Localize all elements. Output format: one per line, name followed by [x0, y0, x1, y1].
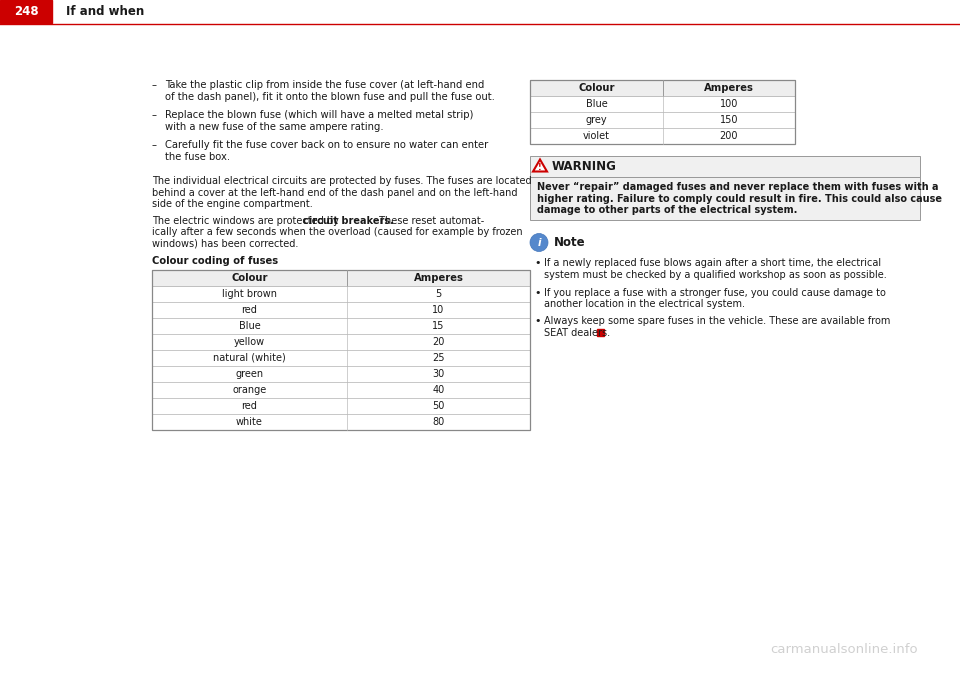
Text: Carefully fit the fuse cover back on to ensure no water can enter: Carefully fit the fuse cover back on to …	[165, 140, 489, 150]
Text: WARNING: WARNING	[552, 160, 617, 173]
Text: 15: 15	[432, 321, 444, 331]
Bar	[152, 302, 530, 318]
Text: behind a cover at the left-hand end of the dash panel and on the left-hand: behind a cover at the left-hand end of t…	[152, 188, 517, 197]
Text: Colour: Colour	[578, 83, 614, 93]
Text: Amperes: Amperes	[704, 83, 754, 93]
Bar	[530, 96, 795, 112]
Text: 20: 20	[432, 337, 444, 347]
Text: If a newly replaced fuse blows again after a short time, the electrical: If a newly replaced fuse blows again aft…	[544, 258, 881, 268]
Text: Amperes: Amperes	[414, 273, 464, 283]
Bar	[152, 398, 530, 414]
Text: –: –	[152, 140, 157, 150]
Text: 80: 80	[432, 417, 444, 427]
Text: orange: orange	[232, 385, 267, 395]
Text: Colour: Colour	[231, 273, 268, 283]
Text: If and when: If and when	[66, 5, 144, 18]
Text: system must be checked by a qualified workshop as soon as possible.: system must be checked by a qualified wo…	[544, 270, 887, 280]
Text: Blue: Blue	[586, 99, 608, 109]
Bar	[152, 270, 530, 430]
Text: red: red	[242, 305, 257, 315]
Text: 150: 150	[720, 115, 738, 125]
Text: higher rating. Failure to comply could result in fire. This could also cause: higher rating. Failure to comply could r…	[537, 193, 942, 203]
Text: The electric windows are protected by: The electric windows are protected by	[152, 216, 342, 226]
Text: the fuse box.: the fuse box.	[165, 151, 230, 161]
Bar	[152, 350, 530, 366]
Text: with a new fuse of the same ampere rating.: with a new fuse of the same ampere ratin…	[165, 121, 384, 132]
Text: Blue: Blue	[239, 321, 260, 331]
Text: 25: 25	[432, 353, 444, 363]
Text: 248: 248	[13, 5, 38, 18]
Bar	[152, 382, 530, 398]
Text: Never “repair” damaged fuses and never replace them with fuses with a: Never “repair” damaged fuses and never r…	[537, 182, 939, 192]
Text: –: –	[152, 80, 157, 90]
Text: circuit breakers.: circuit breakers.	[303, 216, 395, 226]
Text: The individual electrical circuits are protected by fuses. The fuses are located: The individual electrical circuits are p…	[152, 176, 532, 186]
Bar	[530, 156, 920, 177]
Text: Take the plastic clip from inside the fuse cover (at left-hand end: Take the plastic clip from inside the fu…	[165, 80, 485, 90]
Text: Colour coding of fuses: Colour coding of fuses	[152, 256, 278, 266]
Bar	[152, 366, 530, 382]
Text: of the dash panel), fit it onto the blown fuse and pull the fuse out.: of the dash panel), fit it onto the blow…	[165, 92, 494, 102]
Text: violet: violet	[583, 131, 610, 141]
Bar	[152, 334, 530, 350]
Circle shape	[530, 233, 548, 252]
Text: damage to other parts of the electrical system.: damage to other parts of the electrical …	[537, 205, 798, 215]
Text: natural (white): natural (white)	[213, 353, 286, 363]
Bar	[530, 128, 795, 144]
Text: light brown: light brown	[222, 289, 277, 299]
Bar	[152, 414, 530, 430]
Text: These reset automat-: These reset automat-	[376, 216, 485, 226]
Text: white: white	[236, 417, 263, 427]
Text: Note: Note	[554, 236, 586, 249]
Text: red: red	[242, 401, 257, 411]
Bar	[152, 286, 530, 302]
Text: green: green	[235, 369, 264, 379]
Text: 50: 50	[432, 401, 444, 411]
Polygon shape	[533, 159, 547, 172]
Text: •: •	[534, 317, 540, 327]
Bar	[530, 80, 795, 96]
Text: Replace the blown fuse (which will have a melted metal strip): Replace the blown fuse (which will have …	[165, 110, 473, 120]
Text: SEAT dealers.: SEAT dealers.	[544, 328, 611, 338]
Text: windows) has been corrected.: windows) has been corrected.	[152, 239, 299, 249]
Bar	[597, 329, 604, 336]
Bar	[152, 270, 530, 286]
Text: yellow: yellow	[234, 337, 265, 347]
Text: carmanualsonline.info: carmanualsonline.info	[770, 643, 918, 656]
Bar	[530, 80, 795, 144]
Text: Always keep some spare fuses in the vehicle. These are available from: Always keep some spare fuses in the vehi…	[544, 317, 890, 327]
Text: 5: 5	[436, 289, 442, 299]
Text: 200: 200	[720, 131, 738, 141]
Text: side of the engine compartment.: side of the engine compartment.	[152, 199, 313, 209]
Text: i: i	[538, 237, 540, 247]
Bar	[152, 318, 530, 334]
Text: 10: 10	[432, 305, 444, 315]
Bar	[0, 0, 52, 23]
Bar	[530, 177, 920, 220]
Bar	[530, 112, 795, 128]
Text: •: •	[534, 287, 540, 298]
Text: ically after a few seconds when the overload (caused for example by frozen: ically after a few seconds when the over…	[152, 227, 522, 237]
Text: !: !	[539, 163, 541, 172]
Text: 100: 100	[720, 99, 738, 109]
Text: 40: 40	[432, 385, 444, 395]
Text: •: •	[534, 258, 540, 268]
Text: another location in the electrical system.: another location in the electrical syste…	[544, 299, 745, 309]
Text: grey: grey	[586, 115, 608, 125]
Text: –: –	[152, 110, 157, 120]
Text: If you replace a fuse with a stronger fuse, you could cause damage to: If you replace a fuse with a stronger fu…	[544, 287, 886, 298]
Text: 30: 30	[432, 369, 444, 379]
